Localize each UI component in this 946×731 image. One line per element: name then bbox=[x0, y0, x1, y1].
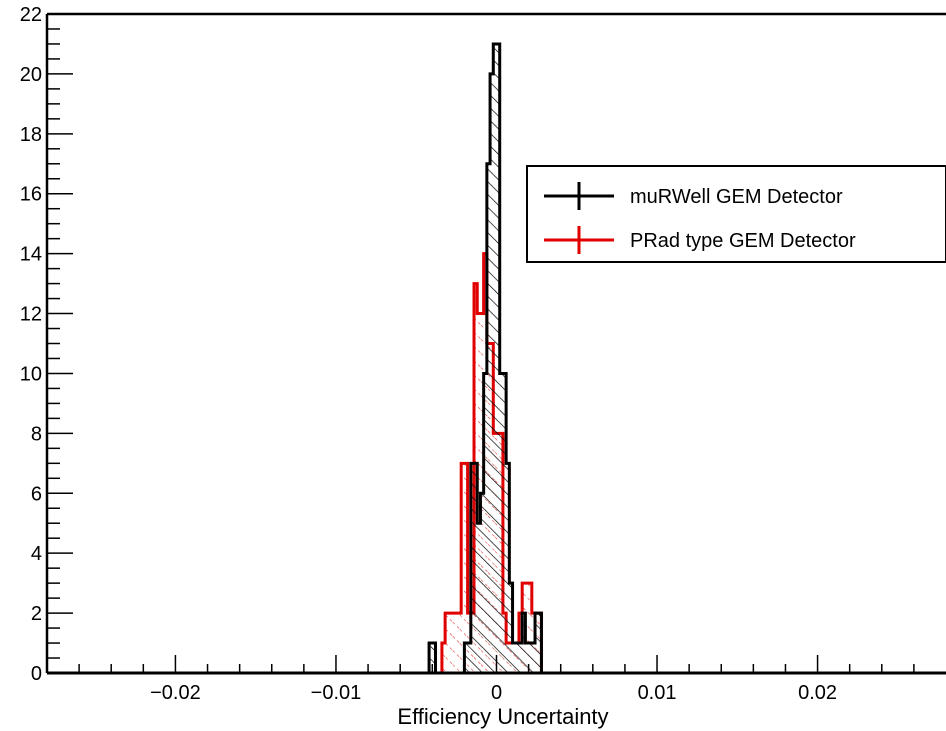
series-murwell-gem-detector bbox=[427, 42, 543, 673]
legend-box bbox=[526, 165, 946, 263]
histogram-bars bbox=[427, 42, 543, 673]
x-tick-label: 0 bbox=[491, 682, 502, 704]
y-tick-label: 16 bbox=[20, 184, 42, 206]
series-outline bbox=[427, 42, 543, 673]
x-tick-label: −0.02 bbox=[150, 682, 201, 704]
histogram-bin bbox=[486, 163, 491, 673]
legend: muRWell GEM Detector PRad type GEM Detect… bbox=[526, 165, 946, 263]
histogram-bin bbox=[441, 643, 446, 673]
x-tick-label: −0.01 bbox=[311, 682, 362, 704]
histogram-bin bbox=[490, 73, 494, 673]
y-tick-label: 4 bbox=[31, 543, 42, 565]
y-tick-label: 0 bbox=[31, 663, 42, 685]
histogram-bin bbox=[477, 523, 481, 673]
histogram-bin bbox=[493, 43, 500, 673]
y-tick-label: 20 bbox=[20, 64, 42, 86]
y-tick-label: 12 bbox=[20, 304, 42, 326]
histogram-bin bbox=[522, 583, 532, 673]
y-tick-label: 10 bbox=[20, 363, 42, 385]
y-axis-ticks: 0 2 4 6 8 10 12 14 16 18 20 22 bbox=[20, 4, 73, 685]
histogram-bin bbox=[509, 583, 513, 673]
x-tick-label: 0.01 bbox=[638, 682, 677, 704]
histogram-bin bbox=[535, 613, 542, 673]
histogram-bin bbox=[499, 373, 507, 673]
x-axis-title: Efficiency Uncertainty bbox=[397, 704, 608, 729]
legend-label: muRWell GEM Detector bbox=[630, 186, 843, 208]
histogram-bin bbox=[461, 463, 468, 673]
legend-entry: PRad type GEM Detector bbox=[544, 226, 856, 254]
y-tick-label: 14 bbox=[20, 244, 42, 266]
histogram-bin bbox=[522, 613, 526, 673]
y-tick-label: 2 bbox=[31, 603, 42, 625]
y-tick-label: 22 bbox=[20, 4, 42, 26]
histogram-bin bbox=[464, 643, 471, 673]
histogram-bin bbox=[506, 463, 510, 673]
legend-label: PRad type GEM Detector bbox=[630, 230, 856, 252]
y-tick-label: 18 bbox=[20, 124, 42, 146]
x-tick-label: 0.02 bbox=[798, 682, 837, 704]
legend-entry: muRWell GEM Detector bbox=[544, 182, 843, 210]
histogram-bin bbox=[525, 643, 536, 673]
x-axis-ticks: −0.02 −0.01 0 0.01 0.02 bbox=[78, 655, 915, 704]
histogram-bin bbox=[480, 493, 484, 673]
histogram-bin bbox=[512, 643, 523, 673]
histogram-bin bbox=[429, 643, 436, 673]
y-tick-label: 6 bbox=[31, 483, 42, 505]
histogram-bin bbox=[483, 373, 487, 673]
histogram-bin bbox=[445, 613, 462, 673]
histogram-bin bbox=[470, 463, 478, 673]
y-tick-label: 8 bbox=[31, 423, 42, 445]
